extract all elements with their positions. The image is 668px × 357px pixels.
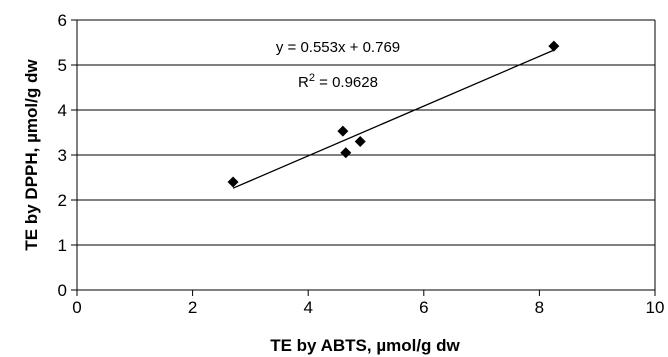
data-point-3 bbox=[340, 147, 352, 159]
y-tick-label-5: 5 bbox=[58, 56, 67, 75]
y-tick-label-1: 1 bbox=[58, 236, 67, 255]
x-tick-label-8: 8 bbox=[535, 298, 544, 317]
x-tick-label-4: 4 bbox=[303, 298, 312, 317]
trendline bbox=[232, 49, 555, 189]
r-squared-label: R2 = 0.9628 bbox=[298, 72, 378, 91]
r-squared-value: = 0.9628 bbox=[315, 74, 378, 91]
gridlines bbox=[77, 19, 655, 291]
axes bbox=[71, 19, 656, 296]
x-tick-label-0: 0 bbox=[72, 298, 81, 317]
trend-equation: y = 0.553x + 0.769 bbox=[276, 39, 400, 56]
y-tick-label-0: 0 bbox=[58, 281, 67, 300]
data-point-5 bbox=[548, 40, 560, 52]
x-axis-title: TE by ABTS, µmol/g dw bbox=[270, 336, 460, 355]
data-point-1 bbox=[227, 176, 239, 188]
x-tick-label-6: 6 bbox=[419, 298, 428, 317]
r-squared-prefix: R bbox=[298, 74, 309, 91]
x-tick-label-10: 10 bbox=[646, 298, 665, 317]
y-axis-title: TE by DPPH, µmol/g dw bbox=[22, 59, 41, 251]
trendline-group bbox=[232, 49, 555, 189]
data-point-4 bbox=[354, 136, 366, 147]
y-tick-label-6: 6 bbox=[58, 11, 67, 30]
r-squared-superscript: 2 bbox=[309, 72, 315, 84]
y-tick-label-2: 2 bbox=[58, 191, 67, 210]
y-tick-label-3: 3 bbox=[58, 146, 67, 165]
data-point-2 bbox=[337, 125, 349, 137]
y-tick-label-4: 4 bbox=[58, 101, 67, 120]
data-points bbox=[227, 40, 560, 188]
tick-labels: 0 1 2 3 4 5 6 0 2 4 6 8 10 bbox=[58, 11, 665, 317]
x-tick-label-2: 2 bbox=[188, 298, 197, 317]
